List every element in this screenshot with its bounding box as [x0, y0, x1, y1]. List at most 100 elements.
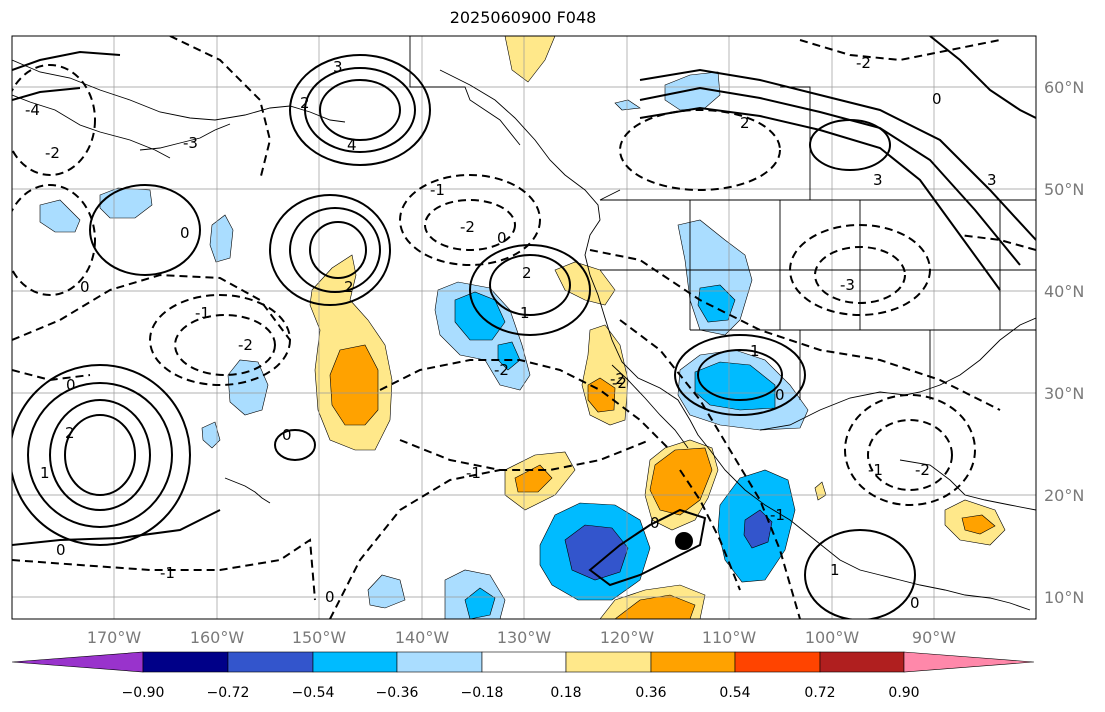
- contour-negative: [619, 319, 801, 619]
- coastlines: [12, 36, 1036, 611]
- storm-center-marker: [675, 532, 693, 550]
- colorbar-tick-label: 0.18: [550, 685, 581, 701]
- colorbar-tick-label: −0.18: [461, 685, 504, 701]
- contour-negative: [12, 184, 96, 296]
- contour-positive: [12, 364, 191, 546]
- colorbar-segment: [142, 651, 229, 673]
- positive-anomaly-area: [329, 344, 379, 426]
- contour-negative: [329, 469, 501, 619]
- lon-tick-labels: 170°W 160°W 150°W 140°W 130°W 120°W 110°…: [87, 628, 956, 647]
- negative-anomaly-area: [464, 587, 496, 619]
- colorbar-tick-label: 0.36: [635, 685, 666, 701]
- contour-label: 0: [282, 426, 292, 444]
- contour-label: -1: [868, 461, 883, 479]
- colorbar-tick-label: −0.72: [207, 685, 250, 701]
- contour-positive: [89, 184, 201, 276]
- contour-label: -3: [183, 134, 198, 152]
- contour-positive: [804, 529, 916, 619]
- contour-positive: [12, 509, 221, 546]
- lon-label: 90°W: [912, 628, 956, 647]
- positive-anomaly-area: [649, 447, 713, 516]
- contour-negative: [844, 394, 976, 506]
- lon-label: 100°W: [805, 628, 860, 647]
- contour-label: -2: [238, 336, 253, 354]
- state-borders: [600, 199, 1036, 400]
- contour-label: -1: [160, 564, 175, 582]
- contour-negative: [789, 224, 931, 316]
- contour-negative: [424, 199, 516, 251]
- contour-positive: [697, 349, 783, 401]
- contour-negative: [12, 273, 291, 341]
- contour-positive: [289, 54, 431, 166]
- contour-label: 0: [775, 386, 785, 404]
- contour-positive: [469, 244, 591, 336]
- contour-positive: [12, 50, 121, 101]
- contour-label: 0: [932, 90, 942, 108]
- contour-positive: [809, 119, 891, 171]
- colorbar-segment: [650, 651, 736, 673]
- positive-anomaly-area: [504, 36, 556, 83]
- colorbar-tick-label: −0.36: [376, 685, 419, 701]
- colorbar-tick-label: −0.54: [292, 685, 335, 701]
- lon-label: 120°W: [600, 628, 655, 647]
- lat-label: 40°N: [1044, 282, 1084, 301]
- contour-lines-negative: [12, 36, 1036, 619]
- contour-negative: [12, 538, 316, 601]
- colorbar: [11, 651, 1035, 673]
- negative-anomaly-area: [697, 284, 736, 323]
- lat-label: 10°N: [1044, 588, 1084, 607]
- contour-positive: [489, 254, 571, 316]
- negative-anomaly-area: [677, 219, 753, 336]
- negative-anomaly-area: [743, 509, 773, 549]
- contour-labels: 4 3 2 1 2 0 1 2 0 -2 -1 -1 -2 -2 1 0 2 3…: [25, 54, 997, 612]
- negative-anomaly-area: [227, 359, 269, 416]
- alaska-coast: [12, 59, 346, 159]
- contour-negative: [679, 469, 741, 591]
- contour-label: 1: [520, 304, 530, 322]
- colorbar-segment: [396, 651, 483, 673]
- contour-positive: [289, 207, 381, 293]
- negative-anomaly-area: [497, 341, 521, 371]
- contour-label: 2: [65, 424, 75, 442]
- contour-lines: [12, 36, 1036, 619]
- colorbar-tick-labels: −0.90 −0.72 −0.54 −0.36 −0.18 0.18 0.36 …: [122, 685, 920, 701]
- contour-positive: [304, 67, 416, 153]
- colorbar-tick-label: 0.72: [804, 685, 835, 701]
- contour-label: 2: [740, 114, 750, 132]
- negative-anomaly-area: [209, 214, 234, 263]
- contour-label: 3: [873, 171, 883, 189]
- plot-frame: [11, 35, 1037, 620]
- colorbar-segment: [819, 651, 905, 673]
- contour-label: 2: [344, 278, 354, 296]
- negative-anomaly-area: [39, 199, 81, 233]
- contour-label: -2: [612, 374, 627, 392]
- contour-label: -3: [840, 276, 855, 294]
- colorbar-tick-label: 0.90: [888, 685, 919, 701]
- hawaii-islands: [224, 477, 271, 504]
- colorbar-extend-low: [11, 651, 144, 673]
- contour-label: 3: [987, 171, 997, 189]
- contour-label: -2: [856, 54, 871, 72]
- contour-label: -1: [466, 464, 481, 482]
- contour-positive: [64, 414, 136, 496]
- contour-label: -2: [915, 461, 930, 479]
- colorbar-tick-label: −0.90: [122, 685, 165, 701]
- colorbar-tick-label: 0.54: [719, 685, 750, 701]
- contour-label: 1: [40, 464, 50, 482]
- map-title: 2025060900 F048: [449, 8, 597, 27]
- contour-positive: [274, 429, 316, 461]
- colorbar-extend-high: [903, 651, 1035, 673]
- contour-negative: [399, 174, 541, 266]
- contour-label: 1: [830, 561, 840, 579]
- lat-tick-labels: 60°N 50°N 40°N 30°N 20°N 10°N: [1044, 78, 1084, 607]
- contour-label: 0: [66, 376, 76, 394]
- baja-coast: [611, 364, 689, 449]
- negative-anomaly-area: [564, 524, 629, 581]
- contour-label: -2: [610, 370, 625, 388]
- contour-label: 0: [910, 594, 920, 612]
- contour-negative: [174, 314, 276, 376]
- contour-negative: [799, 39, 1001, 62]
- contour-positive: [639, 68, 1036, 241]
- contour-positive: [269, 194, 391, 306]
- lon-label: 150°W: [292, 628, 347, 647]
